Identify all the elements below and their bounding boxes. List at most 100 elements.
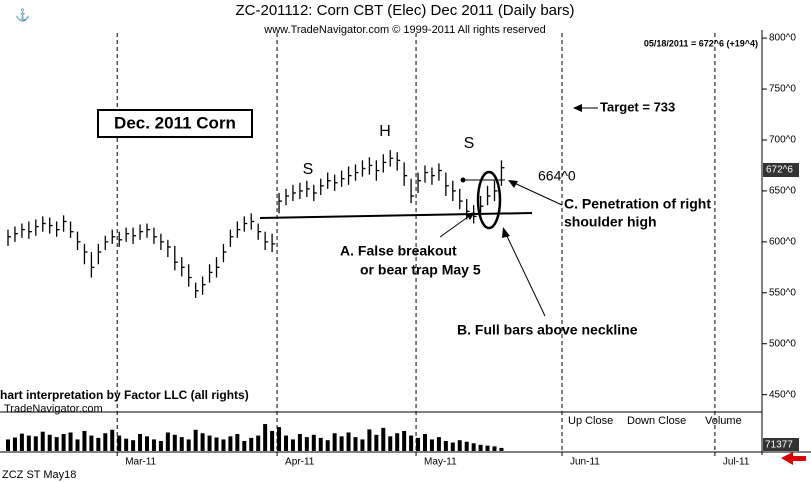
- volume-bar: [499, 447, 504, 451]
- volume-bar: [332, 433, 337, 451]
- volume-bar: [242, 440, 247, 451]
- volume-bar: [450, 442, 455, 451]
- y-tick-label: 800^0: [769, 33, 796, 44]
- logo: ⚓: [15, 8, 30, 22]
- volume-bar: [485, 445, 490, 451]
- volume-bar: [429, 439, 434, 451]
- volume-bar: [151, 439, 156, 451]
- readout: 05/18/2011 = 672^6 (+19^4): [644, 38, 758, 48]
- volume-bar: [339, 436, 344, 451]
- volume-bar: [311, 434, 316, 451]
- volume-bar: [33, 436, 38, 451]
- volume-bar: [436, 437, 441, 451]
- annotation: 664^0: [538, 168, 576, 184]
- annotation: shoulder high: [564, 214, 657, 230]
- volume-bar: [235, 434, 240, 451]
- volume-bar: [19, 433, 24, 451]
- neckline: [259, 212, 533, 219]
- volume-bar: [471, 443, 476, 451]
- volume-bar: [388, 436, 393, 451]
- legend-item: Up Close: [568, 415, 613, 427]
- x-tick-label: May-11: [424, 457, 457, 468]
- volume-bar: [68, 432, 73, 451]
- y-tick-label: 500^0: [769, 338, 796, 349]
- volume-flag: 71377: [765, 440, 793, 451]
- volume-bar: [103, 433, 108, 451]
- volume-bar: [193, 429, 198, 451]
- arrow-head: [573, 104, 582, 112]
- volume-bar: [54, 437, 59, 451]
- volume-bar: [12, 437, 17, 451]
- volume-bar: [478, 444, 483, 451]
- volume-bar: [40, 431, 45, 451]
- volume-bar: [186, 439, 191, 451]
- annotation: H: [379, 123, 391, 140]
- volume-bar: [318, 437, 323, 451]
- volume-bar: [367, 429, 372, 451]
- volume-bar: [374, 434, 379, 451]
- volume-bar: [214, 437, 219, 451]
- volume-bar: [172, 434, 177, 451]
- volume-bar: [284, 435, 288, 451]
- volume-bar: [297, 434, 302, 451]
- volume-bar: [124, 438, 129, 451]
- volume-bar: [360, 439, 365, 451]
- subtitle: www.TradeNavigator.com © 1999-2011 All r…: [263, 24, 545, 36]
- arrow-head: [508, 180, 518, 188]
- scroll-arrow[interactable]: [781, 452, 806, 465]
- footer-site: TradeNavigator.com: [4, 403, 103, 415]
- volume-bar: [416, 437, 421, 451]
- volume-bar: [346, 432, 351, 451]
- volume-bar: [82, 430, 87, 451]
- arrow: [511, 181, 563, 206]
- x-tick-label: Jul-11: [723, 457, 750, 468]
- volume-bar: [117, 435, 122, 451]
- volume-flag-box: [763, 438, 799, 451]
- annotation: or bear trap May 5: [360, 262, 481, 278]
- annotation: Target = 733: [600, 99, 675, 114]
- price-flag: 672^6: [766, 165, 793, 176]
- arrow-head: [502, 227, 510, 238]
- y-tick-label: 450^0: [769, 389, 796, 400]
- volume-bar: [47, 434, 52, 451]
- volume-bar: [492, 446, 497, 451]
- footer-credit: hart interpretation by Factor LLC (all r…: [0, 388, 249, 402]
- annotation: C. Penetration of right: [564, 196, 711, 212]
- arrow-head: [466, 212, 475, 220]
- volume-bar: [6, 439, 10, 451]
- arrow: [504, 231, 546, 317]
- volume-bar: [423, 434, 427, 451]
- volume-bar: [464, 441, 469, 451]
- shoulder-high-point: [460, 177, 466, 183]
- volume-bar: [381, 427, 386, 451]
- y-tick-label: 650^0: [769, 186, 796, 197]
- legend-item: Down Close: [627, 415, 686, 427]
- volume-bar: [131, 440, 136, 451]
- label-box: [97, 109, 253, 138]
- annotation: A. False breakout: [340, 243, 457, 259]
- x-tick-label: Jun-11: [570, 457, 600, 468]
- chart-label: Dec. 2011 Corn: [114, 113, 236, 132]
- y-tick-label: 700^0: [769, 135, 796, 146]
- y-tick-label: 750^0: [769, 84, 796, 95]
- volume-bar: [96, 437, 101, 451]
- y-tick-label: 600^0: [769, 236, 796, 247]
- volume-bar: [110, 429, 115, 451]
- x-tick-label: Apr-11: [285, 457, 315, 468]
- volume-bar: [26, 435, 31, 451]
- volume-bar: [200, 433, 205, 451]
- chart-title: ZC-201112: Corn CBT (Elec) Dec 2011 (Dai…: [235, 2, 574, 19]
- legend-item: Volume: [705, 415, 742, 427]
- annotation: S: [303, 161, 314, 178]
- volume-bar: [402, 430, 407, 451]
- volume-bar: [270, 430, 275, 451]
- volume-bar: [145, 436, 149, 451]
- volume-bar: [443, 440, 448, 451]
- volume-bar: [457, 440, 462, 451]
- y-tick-label: 550^0: [769, 287, 796, 298]
- volume-bar: [138, 434, 143, 451]
- volume-bar: [179, 437, 184, 451]
- x-tick-label: Mar-11: [125, 457, 156, 468]
